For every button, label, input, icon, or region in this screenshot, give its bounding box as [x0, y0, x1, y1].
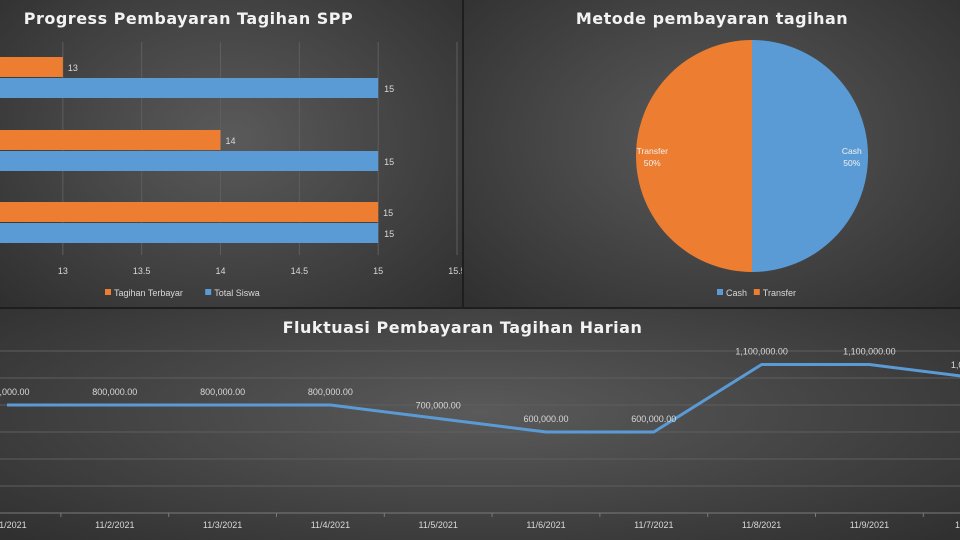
pie-chart-title: Metode pembayaran tagihan: [575, 9, 849, 28]
data-label: 1,100,000.00: [735, 347, 788, 357]
line-chart-panel: Fluktuasi Pembayaran Tagihan Harian 11/1…: [0, 309, 960, 540]
bar-total-siswa: [0, 151, 379, 171]
x-tick-label: 11/7/2021: [634, 520, 673, 530]
bar-value-label: 15: [383, 208, 393, 218]
legend-label: Total Siswa: [214, 288, 260, 298]
pie-slice-percent: 50%: [644, 158, 661, 168]
bar-tagihan-terbayar: [0, 57, 63, 77]
data-label: 600,000.00: [631, 414, 676, 424]
legend-label: Tagihan Terbayar: [114, 288, 183, 298]
legend-swatch: [105, 289, 111, 295]
legend-swatch: [753, 289, 760, 295]
pie-chart: Cash 50% Transfer 50% Cash Transfer: [636, 40, 868, 298]
bar-tagihan-terbayar: [0, 130, 221, 150]
pie-slice-percent: 50%: [843, 158, 860, 168]
data-label: 700,000.00: [416, 401, 461, 411]
x-tick-label: 11/5/2021: [419, 520, 458, 530]
bar-value-label: 15: [384, 84, 394, 94]
x-tick-label: 11/9/2021: [850, 520, 889, 530]
bar-value-label: 15: [384, 157, 394, 167]
bar-value-label: 14: [226, 136, 236, 146]
data-label: 800,000.00: [0, 387, 30, 397]
legend-label: Cash: [726, 288, 747, 298]
x-tick-label: 11/10/2021: [955, 520, 960, 530]
pie-chart-panel: Metode pembayaran tagihan Cash 50% Transfe…: [464, 0, 960, 307]
legend-swatch: [205, 289, 212, 295]
pie-slice-name: Transfer: [637, 146, 669, 156]
x-tick-label: 13.5: [133, 266, 151, 276]
bar-chart: 13 13.5 14 14.5 15 15.5 13 15 14 15 15 15 Tagihan Te…: [0, 42, 462, 298]
data-label: 800,000.00: [308, 387, 353, 397]
x-tick-label: 13: [58, 266, 68, 276]
x-tick-label: 11/2/2021: [95, 520, 134, 530]
bar-tagihan-terbayar: [0, 202, 379, 222]
pie-slice-cash: [752, 40, 868, 272]
x-tick-label: 15: [373, 266, 383, 276]
x-tick-label: 11/8/2021: [742, 520, 781, 530]
data-label: 800,000.00: [200, 387, 245, 397]
pie-slice-name: Cash: [842, 146, 862, 156]
data-label: 600,000.00: [523, 414, 568, 424]
x-tick-label: 14.5: [291, 266, 309, 276]
data-label: 1,100,000.00: [843, 347, 896, 357]
bar-chart-panel: Progress Pembayaran Tagihan SPP 13 13.5 14…: [0, 0, 462, 307]
x-tick-label: 11/3/2021: [203, 520, 242, 530]
x-tick-label: 11/1/2021: [0, 520, 27, 530]
line-chart: 11/1/2021 11/2/2021 11/3/2021 11/4/2021 11/5…: [0, 347, 960, 530]
legend-label: Transfer: [763, 288, 796, 298]
x-tick-label: 14: [215, 266, 225, 276]
bar-value-label: 15: [384, 229, 394, 239]
x-tick-label: 15.5: [448, 266, 462, 276]
x-tick-label: 11/4/2021: [311, 520, 350, 530]
bar-total-siswa: [0, 223, 379, 243]
pie-slice-transfer: [636, 40, 752, 272]
series-line: [7, 363, 960, 434]
bar-chart-title: Progress Pembayaran Tagihan SPP: [23, 9, 354, 28]
data-label: 800,000.00: [92, 387, 137, 397]
bar-total-siswa: [0, 78, 379, 98]
bar-value-label: 13: [68, 63, 78, 73]
x-tick-label: 11/6/2021: [526, 520, 565, 530]
line-chart-title: Fluktuasi Pembayaran Tagihan Harian: [282, 318, 643, 337]
legend-swatch: [717, 289, 723, 295]
data-label: 1,000,000.00: [951, 360, 960, 370]
